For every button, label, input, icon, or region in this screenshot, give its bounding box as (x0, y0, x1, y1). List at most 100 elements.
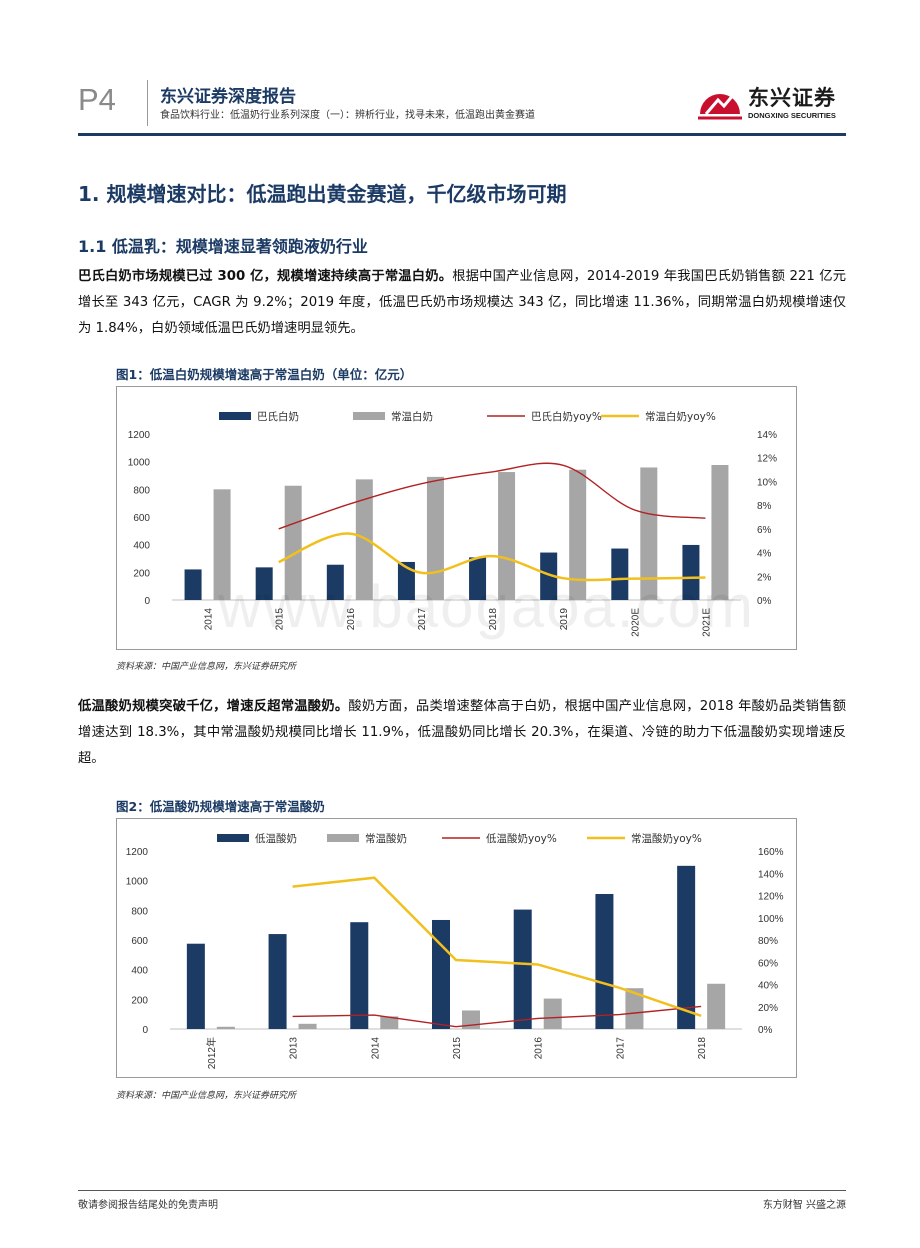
y-right-tick-label: 8% (757, 501, 772, 512)
bar-巴氏白奶 (184, 569, 202, 600)
x-tick-label: 2013 (289, 1037, 300, 1060)
legend-label: 低温酸奶 (255, 832, 297, 845)
logo-subtext: DONGXING SECURITIES (748, 111, 836, 120)
bar-常温酸奶 (216, 1026, 235, 1029)
y-right-tick-label: 120% (758, 892, 784, 903)
legend-label: 低温酸奶yoy% (486, 832, 557, 845)
bar-巴氏白奶 (682, 544, 700, 600)
bar-常温白奶 (498, 472, 516, 600)
bar-巴氏白奶 (540, 552, 558, 600)
legend-label: 常温白奶 (391, 410, 433, 423)
bar-常温酸奶 (543, 998, 562, 1029)
figure-2-chart: 低温酸奶 常温酸奶 低温酸奶yoy% 常温酸奶yoy% 0 200 400 600 800 100… (116, 818, 797, 1078)
y-left-tick-label: 1000 (128, 458, 151, 469)
x-tick-label: 2019 (559, 608, 570, 631)
bar-常温酸奶 (707, 983, 726, 1029)
report-subtitle: 食品饮料行业：低温奶行业系列深度（一）：辨析行业，找寻未来，低温跑出黄金赛道 (160, 110, 535, 121)
y-left-tick-label: 200 (131, 995, 148, 1006)
figure-1-svg: 巴氏白奶 常温白奶 巴氏白奶yoy% 常温白奶yoy% 0 200 400 600 800 100… (128, 410, 777, 637)
page-number: P4 (78, 82, 116, 117)
y-left-tick-label: 400 (131, 966, 148, 977)
logo-text: 东兴证券 (748, 86, 836, 110)
x-tick-label: 2017 (615, 1037, 626, 1060)
company-logo: 东兴证券 DONGXING SECURITIES (696, 80, 846, 126)
x-tick-label: 2012年 (205, 1037, 218, 1069)
legend-label: 巴氏白奶 (257, 410, 299, 423)
paragraph-2: 低温酸奶规模突破千亿，增速反超常温酸奶。酸奶方面，品类增速整体高于白奶，根据中国… (78, 694, 846, 772)
header-rule (78, 133, 846, 136)
paragraph-2-body: 酸奶方面，品类增速整体高于白奶，根据中国产业信息网，2018 年酸奶品类销售额增… (78, 699, 846, 766)
bar-常温白奶 (284, 485, 302, 600)
y-left-tick-label: 1200 (128, 430, 151, 441)
bar-低温酸奶 (595, 894, 614, 1029)
y-right-tick-label: 10% (757, 477, 777, 488)
x-tick-label: 2016 (534, 1037, 545, 1060)
x-tick-label: 2015 (452, 1037, 463, 1060)
bar-低温酸奶 (513, 909, 532, 1029)
x-tick-label: 2021E (701, 608, 712, 637)
bar-巴氏白奶 (469, 557, 487, 600)
footer-rule (78, 1190, 846, 1191)
y-left-tick-label: 1200 (126, 847, 149, 858)
bar-低温酸奶 (677, 865, 696, 1029)
y-right-tick-label: 140% (758, 869, 784, 880)
figure-2-title: 图2：低温酸奶规模增速高于常温酸奶 (116, 799, 325, 814)
paragraph-2-lead: 低温酸奶规模突破千亿，增速反超常温酸奶。 (78, 699, 349, 714)
y-right-tick-label: 40% (758, 981, 778, 992)
footer-slogan: 东方财智 兴盛之源 (762, 1200, 846, 1211)
y-left-tick-label: 0 (142, 1025, 148, 1036)
y-left-tick-label: 800 (131, 906, 148, 917)
y-right-tick-label: 100% (758, 914, 784, 925)
legend-swatch (219, 412, 251, 420)
bar-常温酸奶 (380, 1016, 399, 1029)
y-right-tick-label: 20% (758, 1003, 778, 1014)
y-right-tick-label: 4% (757, 549, 772, 560)
y-left-tick-label: 600 (131, 936, 148, 947)
y-right-tick-label: 14% (757, 430, 777, 441)
subsection-heading: 1.1 低温乳：规模增速显著领跑液奶行业 (78, 237, 368, 256)
footer-disclaimer: 敬请参阅报告结尾处的免责声明 (78, 1200, 218, 1211)
line-常温白奶yoy% (278, 532, 706, 582)
y-left-tick-label: 200 (133, 568, 150, 579)
bar-巴氏白奶 (611, 548, 629, 600)
bar-低温酸奶 (432, 919, 450, 1029)
bar-常温白奶 (426, 476, 444, 600)
paragraph-1-lead: 巴氏白奶市场规模已过 300 亿，规模增速持续高于常温白奶。 (78, 269, 453, 284)
bar-常温酸奶 (625, 988, 644, 1029)
x-tick-label: 2014 (370, 1037, 381, 1060)
x-tick-label: 2015 (275, 608, 286, 631)
y-right-tick-label: 12% (757, 454, 777, 465)
y-left-tick-label: 0 (144, 596, 150, 607)
bar-常温白奶 (640, 467, 658, 600)
bar-巴氏白奶 (326, 564, 344, 600)
y-right-tick-label: 0% (757, 596, 772, 607)
legend-swatch (217, 834, 249, 842)
bar-常温白奶 (355, 479, 373, 600)
legend-label: 常温酸奶yoy% (631, 832, 702, 845)
y-right-tick-label: 6% (757, 525, 772, 536)
line-低温酸奶yoy% (292, 1005, 702, 1028)
x-tick-label: 2016 (346, 608, 357, 631)
x-tick-label: 2018 (697, 1037, 708, 1060)
logo-mark-icon (698, 93, 742, 120)
bar-常温白奶 (711, 464, 729, 600)
line-常温酸奶yoy% (292, 876, 702, 1017)
paragraph-1: 巴氏白奶市场规模已过 300 亿，规模增速持续高于常温白奶。根据中国产业信息网，… (78, 264, 846, 342)
x-tick-label: 2018 (488, 608, 499, 631)
bar-低温酸奶 (186, 943, 205, 1029)
section-heading: 1. 规模增速对比：低温跑出黄金赛道，千亿级市场可期 (78, 182, 567, 206)
legend-swatch (353, 412, 385, 420)
y-right-tick-label: 0% (758, 1025, 773, 1036)
legend-label: 常温白奶yoy% (645, 410, 716, 423)
figure-1-source: 资料来源：中国产业信息网，东兴证券研究所 (116, 662, 297, 672)
bar-巴氏白奶 (255, 567, 273, 600)
legend-label: 常温酸奶 (365, 832, 407, 845)
bar-低温酸奶 (268, 934, 287, 1029)
y-left-tick-label: 600 (133, 513, 150, 524)
legend-swatch (327, 834, 359, 842)
x-tick-label: 2014 (204, 608, 215, 631)
report-title: 东兴证券深度报告 (160, 87, 296, 107)
header-divider (147, 80, 148, 126)
line-巴氏白奶yoy% (278, 462, 706, 530)
figure-1-title: 图1：低温白奶规模增速高于常温白奶（单位：亿元） (116, 367, 413, 382)
